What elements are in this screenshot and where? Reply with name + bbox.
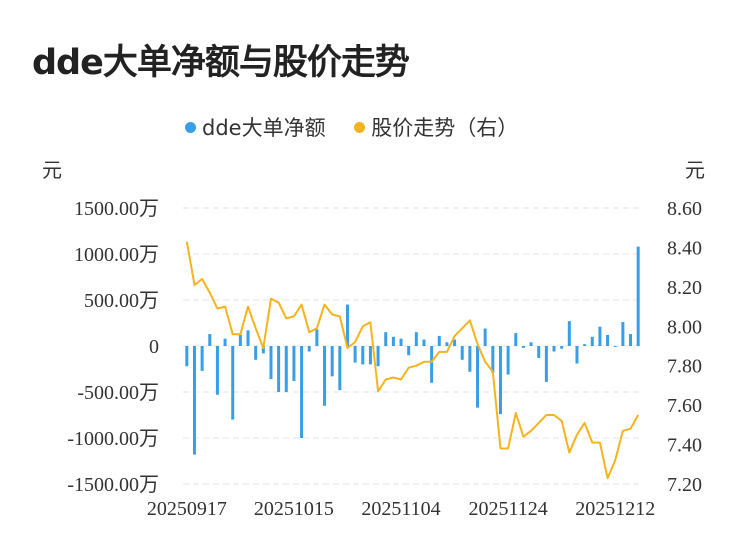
y-right-tick-label: 8.00 — [667, 316, 702, 338]
bar-dde — [368, 346, 372, 365]
y-right-tick-label: 7.40 — [667, 435, 702, 457]
bar-dde — [537, 346, 541, 358]
bar-dde — [353, 346, 357, 363]
bar-dde — [567, 321, 571, 346]
y-right-tick-label: 8.20 — [667, 277, 702, 299]
bar-dde — [192, 346, 196, 455]
y-right-tick-label: 8.40 — [667, 237, 702, 259]
bar-dde — [590, 336, 594, 346]
bar-dde — [498, 346, 502, 415]
legend-label-dde: dde大单净额 — [202, 116, 326, 140]
y-left-tick-label: 1500.00万 — [74, 198, 159, 220]
bar-dde — [315, 329, 319, 346]
y-left-tick-label: -1500.00万 — [67, 474, 159, 496]
bar-dde — [483, 328, 487, 346]
bar-dde — [422, 339, 426, 346]
bar-dde — [376, 346, 380, 367]
y-right-tick-label: 8.60 — [667, 198, 702, 220]
x-tick-label: 20251124 — [468, 498, 547, 520]
legend-label-price: 股价走势（右） — [371, 116, 519, 140]
x-tick-label: 20251212 — [575, 498, 655, 520]
bar-dde — [338, 346, 342, 391]
bar-dde — [521, 346, 525, 348]
price-line — [185, 241, 640, 480]
bar-dde — [636, 246, 640, 346]
y-left-tick-label: 0 — [149, 336, 159, 358]
bar-dde — [437, 335, 441, 346]
y-right-tick-label: 7.20 — [667, 474, 702, 496]
bar-dde — [583, 344, 587, 346]
bar-dde — [231, 346, 235, 420]
bar-dde — [575, 346, 579, 364]
legend-marker-dde — [185, 121, 196, 133]
y-left-unit: 元 — [42, 158, 62, 182]
bar-dde — [300, 346, 304, 438]
y-left-tick-label: 500.00万 — [84, 290, 159, 312]
legend-item-price[interactable]: 股价走势（右） — [354, 112, 518, 142]
bar-dde — [445, 342, 449, 346]
bar-dde — [414, 332, 418, 346]
bar-dde — [629, 334, 633, 346]
bar-dde — [491, 346, 495, 373]
bar-dde — [391, 336, 395, 346]
bar-dde — [307, 346, 311, 352]
bar-dde — [208, 334, 212, 346]
bar-dde — [453, 339, 457, 346]
bar-dde — [215, 346, 219, 395]
bar-dde — [598, 326, 602, 346]
bar-dde — [613, 346, 617, 347]
bar-dde — [621, 322, 625, 346]
bar-dde — [330, 346, 334, 377]
bar-dde — [185, 346, 189, 367]
bar-dde — [468, 346, 472, 372]
bar-dde — [223, 338, 227, 346]
bar-dde — [269, 346, 273, 380]
bar-dde — [430, 346, 434, 383]
y-right-tick-label: 7.80 — [667, 356, 702, 378]
bar-dde — [238, 334, 242, 346]
x-tick-label: 20251104 — [361, 498, 440, 520]
x-tick-label: 20250917 — [147, 498, 227, 520]
bar-dde — [529, 342, 533, 346]
bar-dde — [277, 346, 281, 392]
y-right-unit: 元 — [685, 158, 705, 182]
bar-dde — [552, 346, 556, 352]
y-left-tick-label: 1000.00万 — [74, 244, 159, 266]
bar-dde — [361, 346, 365, 365]
y-right-tick-label: 7.60 — [667, 395, 702, 417]
bar-dde — [284, 346, 288, 392]
bar-dde — [544, 346, 548, 382]
bar-dde — [345, 304, 349, 346]
bar-dde — [407, 346, 411, 356]
x-tick-label: 20251015 — [254, 498, 334, 520]
bar-dde — [323, 346, 327, 406]
bar-dde — [560, 346, 564, 349]
bar-dde — [200, 346, 204, 371]
bar-dde — [460, 346, 464, 360]
bar-dde — [384, 332, 388, 346]
bar-dde — [606, 334, 610, 346]
chart-title: dde大单净额与股价走势 — [32, 43, 410, 83]
legend-marker-price — [354, 121, 366, 133]
bar-dde — [246, 330, 250, 346]
bar-dde — [292, 346, 296, 381]
legend-item-dde[interactable]: dde大单净额 — [185, 112, 326, 142]
legend: dde大单净额 股价走势（右） — [185, 112, 540, 142]
y-left-tick-label: -1000.00万 — [67, 428, 159, 450]
y-left-tick-label: -500.00万 — [77, 382, 159, 404]
bar-dde — [254, 346, 258, 360]
bar-dde — [261, 346, 265, 354]
bar-dde — [476, 346, 480, 408]
bar-dde — [514, 333, 518, 346]
bar-dde — [506, 346, 510, 375]
bar-dde — [399, 338, 403, 346]
